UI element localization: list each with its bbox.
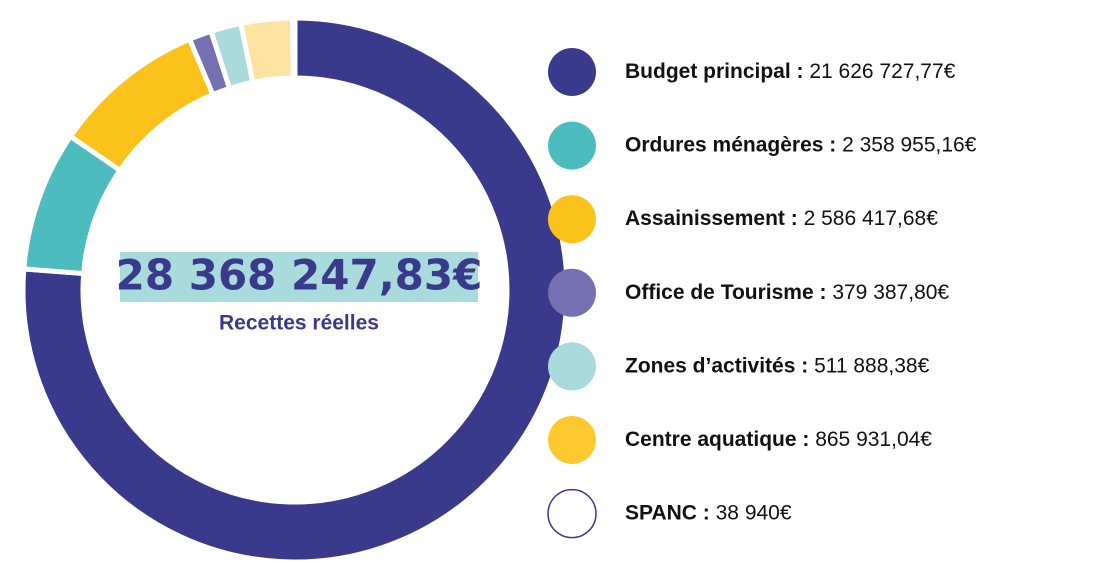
legend-separator: : bbox=[797, 428, 816, 451]
legend-entry: SPANC : 38 940€ bbox=[625, 501, 792, 524]
legend-entry: Assainissement : 2 586 417,68€ bbox=[625, 207, 938, 230]
center-box bbox=[120, 252, 478, 302]
legend-value: 2 358 955,16€ bbox=[842, 133, 977, 156]
legend-separator: : bbox=[814, 280, 833, 303]
legend: Budget principal : 21 626 727,77€ Ordures… bbox=[547, 48, 977, 539]
legend-entry: Office de Tourisme : 379 387,80€ bbox=[625, 280, 949, 303]
donut bbox=[20, 15, 570, 563]
legend-swatch bbox=[548, 121, 596, 170]
legend-entry: Centre aquatique : 865 931,04€ bbox=[625, 428, 932, 451]
legend-name: Ordures ménagères bbox=[625, 133, 823, 156]
legend-separator: : bbox=[785, 207, 804, 230]
legend-entry: Ordures ménagères : 2 358 955,16€ bbox=[625, 133, 977, 156]
legend-entry: Zones d’activités : 511 888,38€ bbox=[625, 354, 930, 377]
legend-name: Office de Tourisme bbox=[625, 280, 814, 303]
legend-value: 379 387,80€ bbox=[832, 280, 949, 303]
legend-name: Budget principal bbox=[625, 60, 791, 83]
center-value: 28 368 247,83€ bbox=[116, 251, 483, 300]
legend-swatch bbox=[548, 195, 596, 244]
legend-name: Centre aquatique bbox=[625, 428, 797, 451]
legend-swatch bbox=[547, 488, 597, 539]
legend-swatch bbox=[548, 48, 596, 96]
legend-value: 865 931,04€ bbox=[815, 428, 932, 451]
legend-swatch bbox=[548, 416, 596, 464]
legend-entry: Budget principal : 21 626 727,77€ bbox=[625, 60, 956, 83]
legend-separator: : bbox=[823, 133, 842, 156]
center-label: Recettes réelles bbox=[219, 312, 379, 335]
legend-name: Assainissement bbox=[625, 207, 785, 230]
legend-value: 21 626 727,77€ bbox=[809, 60, 955, 83]
legend-swatch bbox=[548, 268, 596, 317]
legend-separator: : bbox=[795, 354, 814, 377]
slice bbox=[67, 35, 217, 174]
legend-separator: : bbox=[697, 501, 716, 524]
legend-swatch bbox=[548, 342, 596, 391]
legend-value: 2 586 417,68€ bbox=[804, 207, 939, 230]
slice bbox=[237, 15, 296, 86]
slice bbox=[290, 15, 298, 81]
legend-separator: : bbox=[791, 60, 810, 83]
legend-value: 511 888,38€ bbox=[814, 354, 930, 377]
legend-name: Zones d’activités bbox=[625, 354, 795, 377]
legend-value: 38 940€ bbox=[716, 501, 792, 524]
legend-name: SPANC bbox=[625, 501, 697, 524]
